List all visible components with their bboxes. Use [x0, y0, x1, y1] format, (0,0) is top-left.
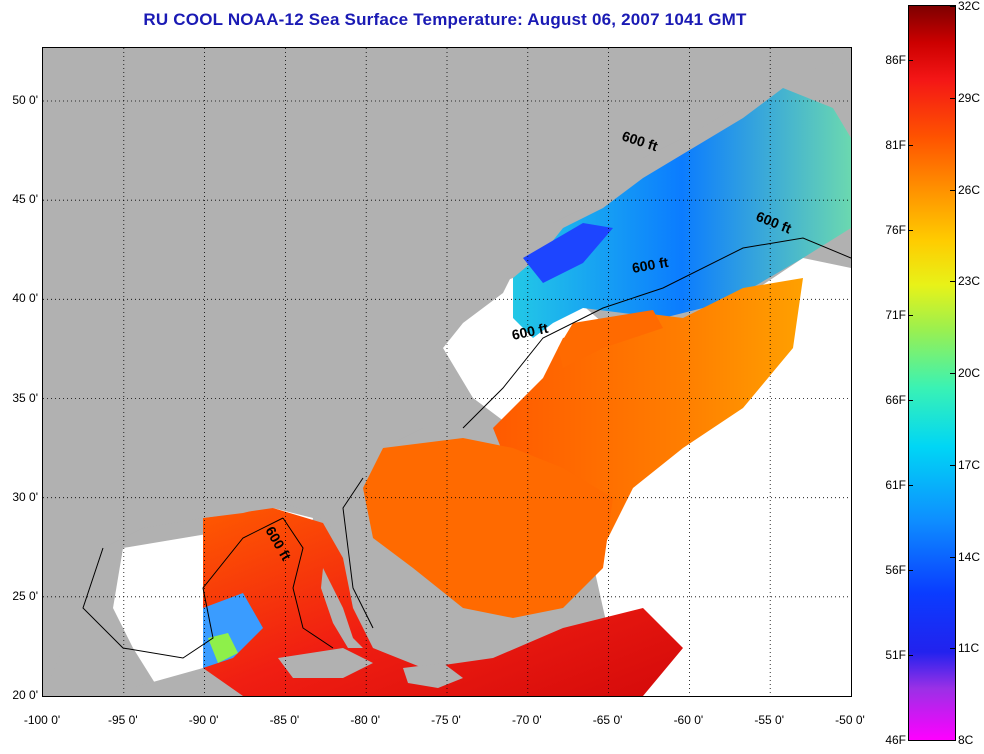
colorbar-tick	[950, 648, 955, 650]
colorbar-tick	[908, 485, 913, 486]
colorbar-celsius-label: 20C	[958, 366, 981, 380]
colorbar-fahrenheit-label: 76F	[885, 223, 906, 237]
colorbar-fahrenheit-label: 46F	[885, 733, 906, 747]
x-tick-label: -85 0'	[269, 713, 300, 727]
colorbar-tick	[950, 373, 955, 374]
colorbar-fahrenheit-label: 51F	[885, 648, 906, 662]
colorbar-tick	[908, 740, 913, 741]
colorbar-fahrenheit-label: 71F	[885, 308, 906, 322]
colorbar-celsius-label: 23C	[958, 274, 981, 289]
sst-map[interactable]: 600 ft 600 ft 600 ft 600 ft 600 ft	[42, 47, 852, 697]
colorbar-fahrenheit-label: 86F	[885, 53, 906, 67]
y-tick-label: 30 0'	[12, 489, 38, 504]
colorbar-tick	[908, 570, 913, 571]
colorbar-tick	[950, 189, 955, 191]
colorbar-tick	[950, 740, 955, 741]
x-tick-label: -100 0'	[23, 713, 61, 727]
colorbar-celsius-label: 11C	[958, 641, 980, 656]
map-title: RU COOL NOAA-12 Sea Surface Temperature:…	[143, 10, 747, 29]
colorbar-tick	[950, 97, 955, 99]
colorbar-celsius-label: 17C	[958, 457, 981, 472]
colorbar-tick	[950, 281, 955, 283]
colorbar-celsius-label: 8C	[958, 733, 974, 747]
x-tick-label: -50 0'	[835, 713, 865, 727]
colorbar-tick	[908, 145, 913, 146]
x-tick-label: -95 0'	[107, 713, 138, 727]
colorbar-tick	[950, 464, 955, 466]
warm-atlantic	[363, 278, 803, 618]
land-masses	[43, 48, 851, 696]
map-gridlines	[43, 48, 851, 696]
colorbar-celsius-label: 29C	[958, 90, 981, 105]
colorbar-fahrenheit-label: 61F	[885, 478, 906, 492]
x-tick-label: -80 0'	[350, 713, 381, 727]
colorbar-tick	[908, 230, 913, 231]
colorbar-fahrenheit-label: 81F	[885, 138, 906, 152]
y-tick-label: 35 0'	[12, 390, 38, 405]
x-tick-label: -60 0'	[673, 713, 704, 727]
colorbar-tick	[908, 655, 913, 656]
isobath-label-3: 600 ft	[631, 254, 670, 276]
colorbar-celsius-label: 26C	[958, 182, 981, 197]
colorbar-celsius-label: 14C	[958, 549, 981, 564]
sst-map-canvas: 600 ft 600 ft 600 ft 600 ft 600 ft	[43, 48, 851, 696]
isobath-lines	[82, 237, 851, 659]
y-tick-label: 20 0'	[12, 688, 38, 702]
colorbar-tick	[908, 315, 913, 316]
colorbar-tick	[908, 400, 913, 401]
y-tick-label: 25 0'	[12, 588, 38, 603]
y-tick-label: 45 0'	[12, 192, 38, 207]
colorbar-tick	[908, 60, 913, 61]
colorbar-fahrenheit-label: 56F	[885, 563, 906, 577]
x-tick-label: -55 0'	[754, 713, 785, 727]
x-tick-label: -65 0'	[592, 713, 623, 727]
colorbar-fahrenheit-label: 66F	[885, 393, 906, 407]
colorbar-tick	[950, 6, 955, 7]
x-tick-label: -75 0'	[431, 713, 461, 727]
gulf-caribbean	[203, 508, 683, 696]
colorbar-tick	[950, 556, 955, 558]
colorbar-celsius-label: 32C	[958, 0, 981, 13]
y-tick-label: 50 0'	[12, 93, 38, 107]
x-tick-label: -70 0'	[511, 713, 542, 727]
isobath-label-4: 600 ft	[510, 320, 549, 343]
y-tick-label: 40 0'	[12, 291, 38, 306]
temperature-colorbar	[908, 5, 956, 741]
x-tick-label: -90 0'	[188, 713, 219, 727]
